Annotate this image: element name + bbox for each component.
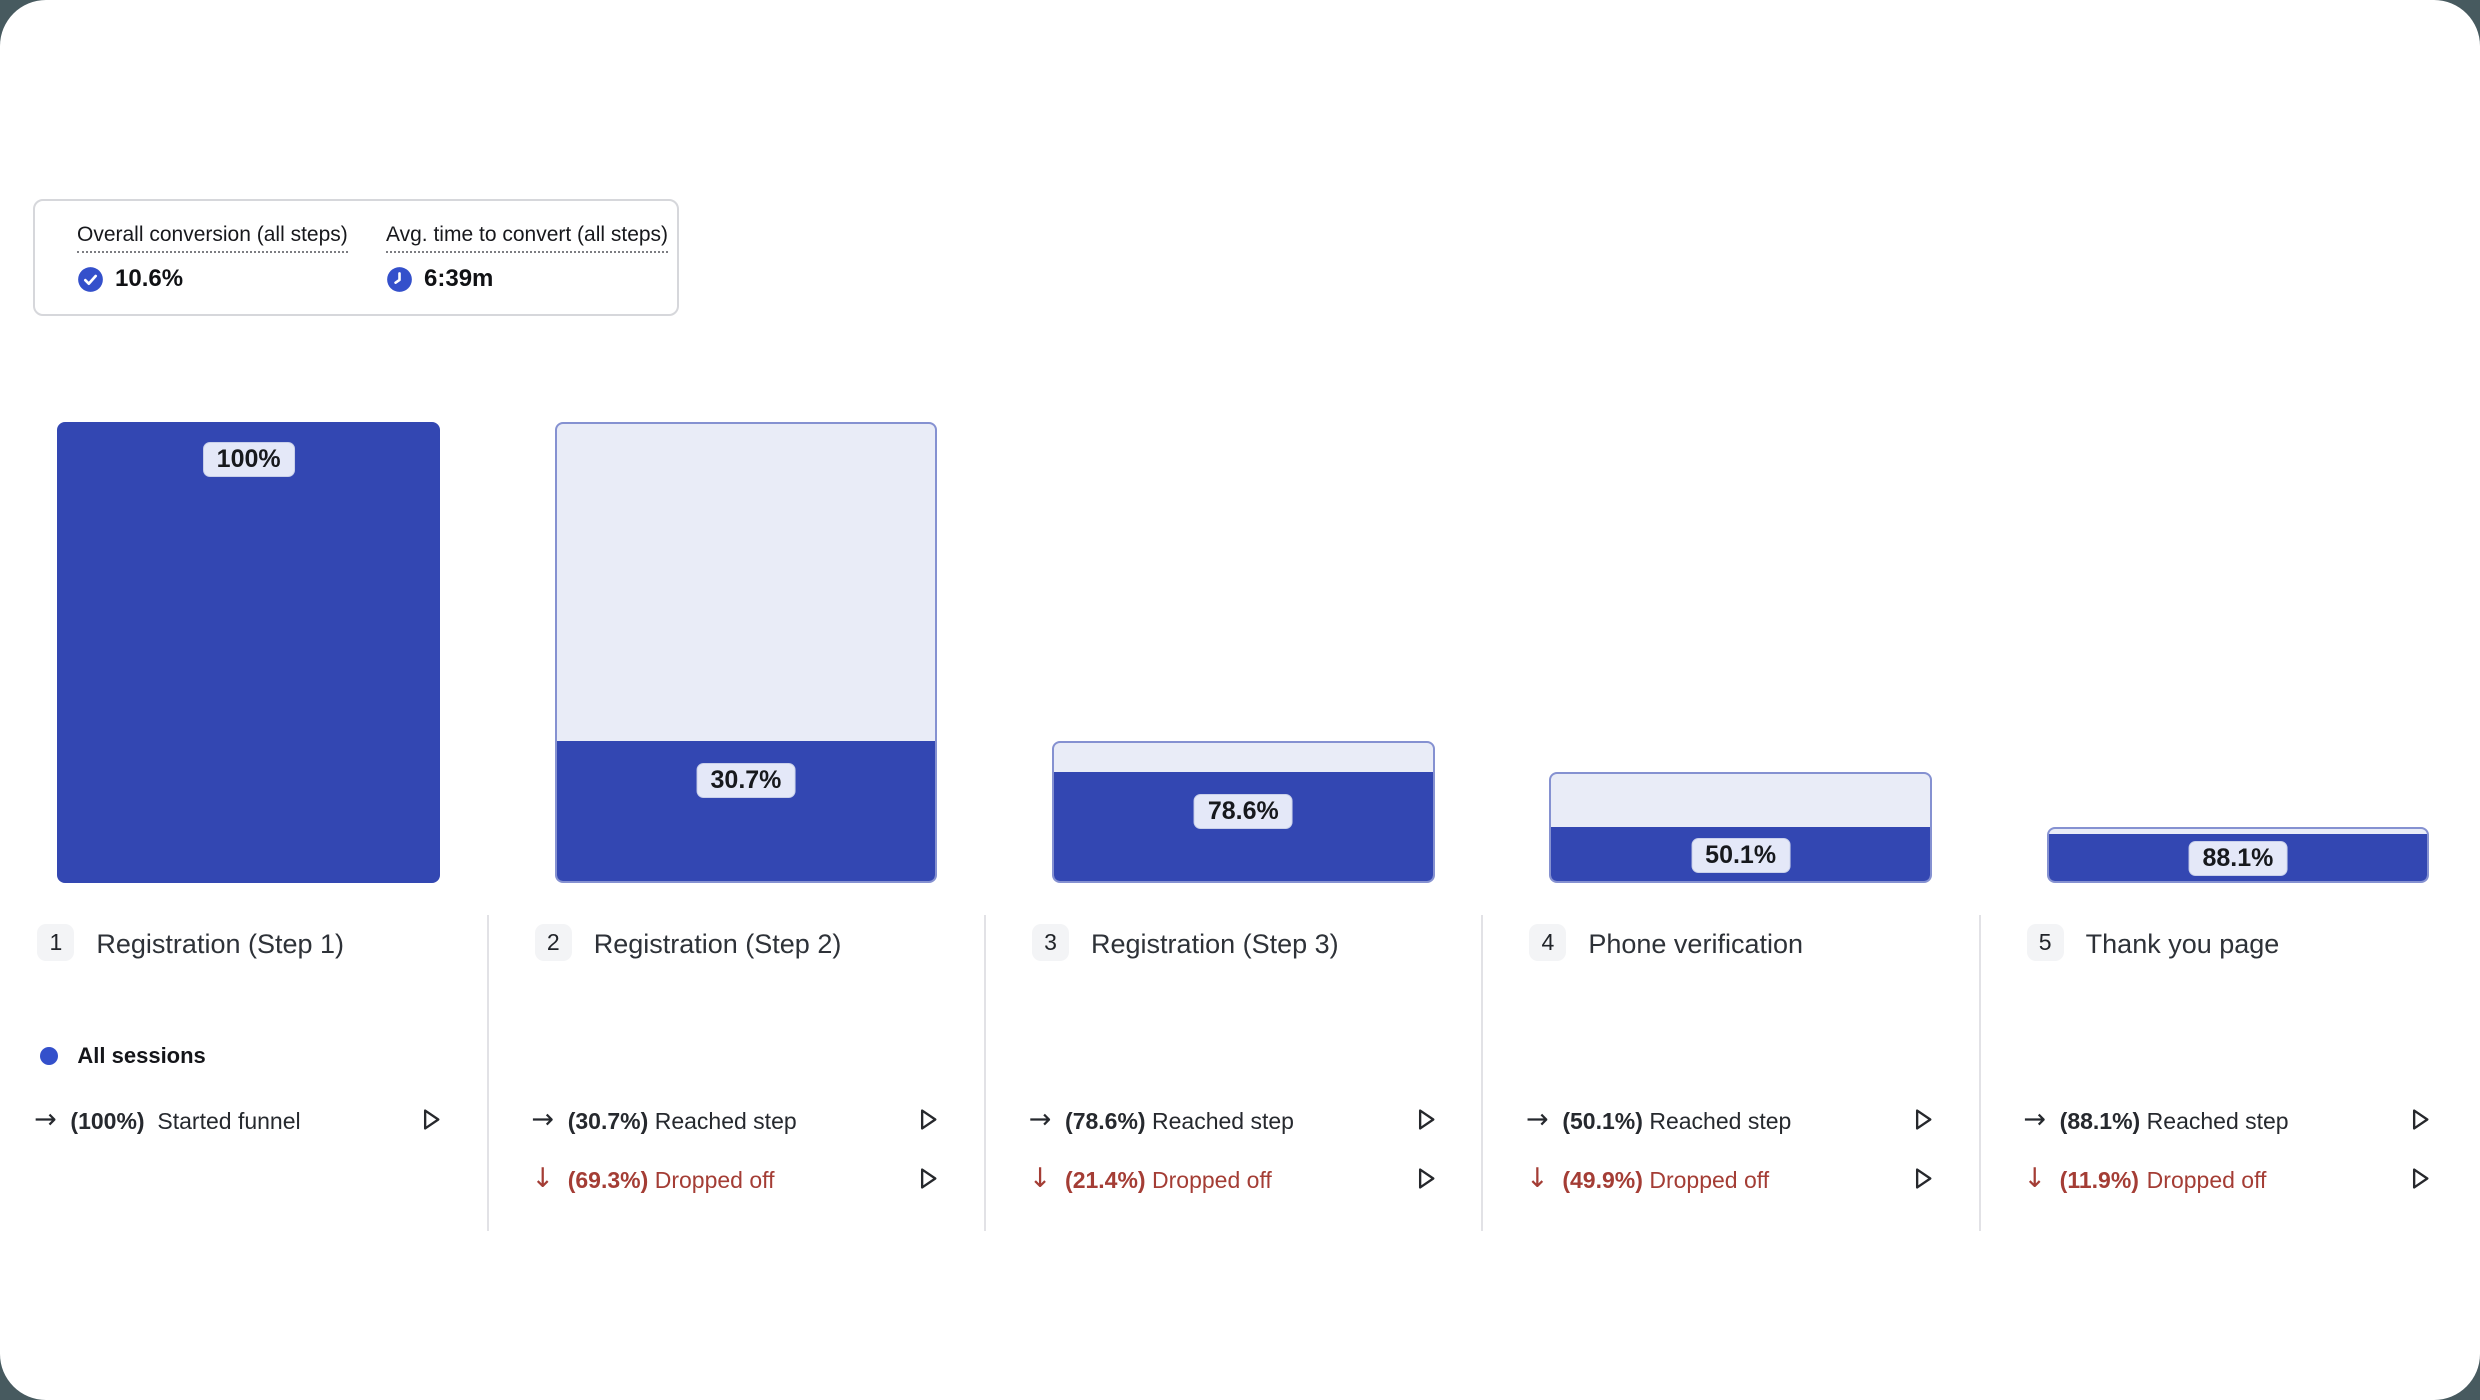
dropped-off-row: ↓ (21.4%) Dropped off [985,1162,1482,1200]
conversion-rate-pill: 30.7% [696,763,796,799]
conversion-rate-pill: 100% [202,442,295,477]
reached-step-row: → (78.6%) Reached step [985,1103,1482,1141]
play-recording-button[interactable] [1907,1164,1937,1196]
dropped-off-row: ↓ (49.9%) Dropped off [1482,1162,1979,1200]
step-row-label[interactable]: Started funnel [157,1108,301,1134]
arrow-right-icon: → [531,1104,555,1135]
step-percentage[interactable]: (50.1%) [1562,1108,1643,1134]
step-title: Registration (Step 1) [96,929,345,959]
reached-step-row: → (50.1%) Reached step [1482,1103,1979,1141]
arrow-down-icon: ↓ [531,1163,555,1194]
column-divider [984,915,987,1231]
overall-conversion-value: 10.6% [115,265,184,292]
arrow-right-icon: → [34,1104,57,1135]
series-color-dot [40,1047,59,1065]
conversion-rate-pill: 78.6% [1193,793,1293,829]
play-recording-button[interactable] [2405,1105,2435,1137]
reached-step-row: → (30.7%) Reached step [488,1103,985,1141]
funnel-bar[interactable]: 78.6% [1052,741,1435,883]
metric-overall-conversion: Overall conversion (all steps) 10.6% [77,201,348,314]
step-number-badge: 1 [37,924,75,961]
reached-step-row: → (100%) Started funnel [0,1103,488,1141]
step-number-badge: 4 [1529,924,1567,961]
arrow-right-icon: → [1028,1104,1052,1135]
funnel-step-column: 78.6% 3 Registration (Step 3) → (78.6%) Reach… [984,0,1482,1400]
column-divider [1978,915,1981,1231]
step-title: Thank you page [2085,929,2280,959]
step-row-label[interactable]: Dropped off [2146,1167,2267,1193]
step-row-label[interactable]: Reached step [2146,1108,2289,1134]
step-percentage[interactable]: (21.4%) [1065,1167,1146,1193]
step-percentage[interactable]: (30.7%) [567,1108,649,1134]
step-row-label[interactable]: Dropped off [1649,1167,1770,1193]
step-row-label[interactable]: Dropped off [1152,1167,1272,1193]
clock-icon [386,266,413,293]
funnel-bar[interactable]: 100% [57,422,440,883]
series-legend-label: All sessions [77,1043,206,1068]
step-row-label[interactable]: Reached step [1649,1108,1792,1134]
step-number-badge: 5 [2026,924,2064,961]
play-recording-button[interactable] [2405,1164,2435,1196]
arrow-down-icon: ↓ [1028,1163,1052,1194]
step-percentage[interactable]: (69.3%) [567,1167,649,1193]
avg-time-label[interactable]: Avg. time to convert (all steps) [386,223,669,253]
conversion-rate-pill: 50.1% [1691,838,1791,874]
step-percentage[interactable]: (11.9%) [2059,1167,2139,1193]
step-row-label[interactable]: Reached step [1152,1108,1294,1134]
check-circle-icon [77,266,104,293]
arrow-right-icon: → [1526,1104,1549,1135]
step-percentage[interactable]: (78.6%) [1065,1108,1146,1134]
step-title: Phone verification [1588,929,1803,959]
funnel-bar[interactable]: 30.7% [554,422,938,883]
funnel-step-column: 50.1% 4 Phone verification → (50.1%) Reached … [1481,0,1979,1400]
reached-step-row: → (88.1%) Reached step [1980,1103,2477,1141]
dropped-off-row: ↓ (11.9%) Dropped off [1980,1162,2477,1200]
funnel-bar[interactable]: 88.1% [2046,827,2430,883]
overall-conversion-label[interactable]: Overall conversion (all steps) [77,223,348,253]
step-number-badge: 2 [534,924,572,961]
play-recording-button[interactable] [913,1164,943,1196]
play-recording-button[interactable] [415,1105,445,1137]
step-title: Registration (Step 2) [593,929,842,959]
step-row-label[interactable]: Reached step [654,1108,797,1134]
dropped-off-row: ↓ (69.3%) Dropped off [488,1162,985,1200]
step-percentage[interactable]: (88.1%) [2059,1108,2141,1134]
play-recording-button[interactable] [913,1105,943,1137]
avg-time-value: 6:39m [424,265,494,292]
arrow-down-icon: ↓ [1526,1163,1549,1194]
funnel-step-column: 30.7% 2 Registration (Step 2) → (30.7%) Reach… [486,0,985,1400]
step-percentage[interactable]: (100%) [70,1108,145,1134]
play-recording-button[interactable] [1410,1105,1440,1137]
conversion-rate-pill: 88.1% [2188,841,2288,877]
step-percentage[interactable]: (49.9%) [1562,1167,1643,1193]
funnel-step-column: 88.1% 5 Thank you page → (88.1%) Reached step… [1978,0,2477,1400]
step-row-label[interactable]: Dropped off [654,1167,775,1193]
column-divider [1481,915,1484,1231]
metric-avg-time-to-convert: Avg. time to convert (all steps) 6:39m [386,201,669,314]
funnel-bar-fill[interactable] [556,741,936,881]
step-title: Registration (Step 3) [1091,929,1339,959]
funnel-step-column: 100% 1 Registration (Step 1) All sessions → (… [0,0,488,1400]
column-divider [486,915,489,1231]
conversion-summary-card: Overall conversion (all steps) 10.6% Avg… [33,199,679,316]
funnel-bar[interactable]: 50.1% [1549,771,1932,883]
step-number-badge: 3 [1032,924,1070,961]
arrow-down-icon: ↓ [2023,1163,2046,1194]
play-recording-button[interactable] [1907,1105,1937,1137]
arrow-right-icon: → [2023,1104,2046,1135]
play-recording-button[interactable] [1410,1164,1440,1196]
